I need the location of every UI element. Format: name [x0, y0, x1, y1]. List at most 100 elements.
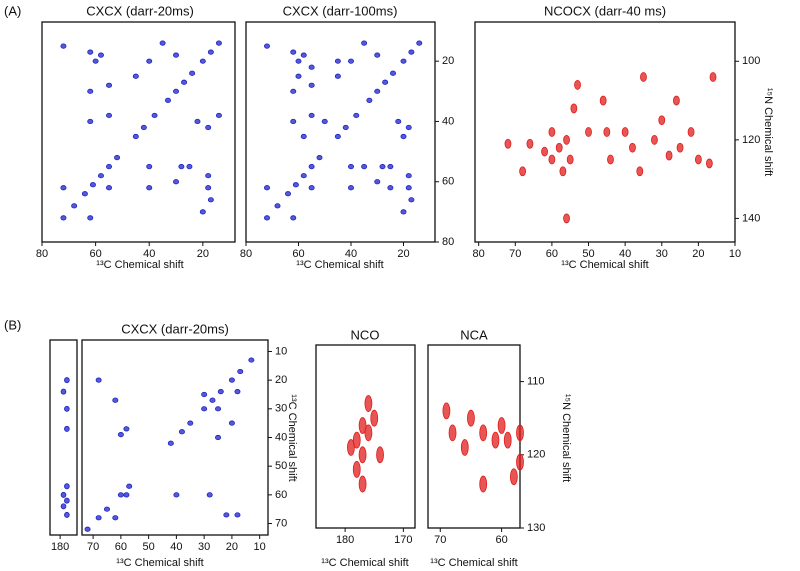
peak — [292, 182, 299, 188]
peak — [95, 377, 102, 383]
peak — [87, 215, 94, 221]
peak — [347, 164, 354, 170]
peak — [92, 58, 99, 64]
peak — [274, 203, 281, 209]
chart-title: CXCX (darr-20ms) — [121, 321, 229, 336]
peak — [387, 164, 394, 170]
peak — [548, 154, 556, 165]
peak — [370, 409, 379, 427]
peak — [167, 440, 174, 446]
y-tick-label: 30 — [275, 403, 287, 415]
peak — [694, 154, 702, 165]
peak — [352, 431, 361, 449]
peak — [448, 424, 457, 442]
peak — [60, 185, 67, 191]
peak — [173, 179, 180, 185]
y-axis-label: ¹⁵N Chemical shift — [560, 394, 572, 482]
peak — [106, 112, 113, 119]
peak — [300, 52, 307, 58]
peak — [665, 150, 673, 161]
peak — [382, 79, 389, 85]
peak — [263, 215, 270, 221]
peak — [519, 166, 527, 177]
peak — [479, 424, 488, 442]
peak — [621, 127, 629, 137]
peak — [228, 420, 235, 426]
plot-frame — [41, 21, 236, 243]
peak — [132, 73, 139, 79]
peak — [146, 164, 153, 170]
peak — [159, 40, 166, 46]
y-tick-label: 100 — [742, 55, 760, 67]
y-tick-label: 20 — [275, 374, 287, 386]
peak — [361, 164, 368, 170]
peak — [607, 154, 614, 165]
peak — [84, 526, 91, 532]
y-axis-label: ¹⁵N Chemical shift — [762, 88, 774, 176]
peak — [87, 88, 94, 94]
peak — [358, 446, 367, 464]
peak — [112, 397, 119, 403]
peak — [126, 483, 133, 489]
x-tick-label: 180 — [51, 541, 69, 553]
x-tick-label: 30 — [198, 541, 210, 553]
x-tick-label: 50 — [143, 541, 155, 553]
peak — [308, 64, 315, 70]
peak — [64, 377, 70, 384]
x-tick-label: 60 — [495, 534, 507, 546]
peak — [516, 453, 524, 471]
chart-title: NCOCX (darr-40 ms) — [544, 3, 666, 18]
peak — [199, 58, 206, 64]
peak — [308, 185, 315, 191]
peak — [334, 133, 341, 140]
y-tick-label: 60 — [442, 176, 454, 188]
peak — [106, 185, 113, 191]
peak — [574, 79, 581, 90]
x-tick-label: 50 — [582, 248, 594, 260]
peak — [559, 166, 567, 177]
peak — [60, 491, 67, 498]
peak — [112, 515, 119, 521]
peak — [173, 88, 180, 94]
peak — [295, 73, 302, 79]
peak — [97, 173, 104, 179]
peak — [81, 191, 88, 197]
peak — [374, 88, 381, 94]
peak — [548, 127, 556, 137]
peak — [178, 164, 185, 170]
peak — [358, 417, 367, 434]
peak — [263, 185, 270, 191]
y-tick-label: 140 — [742, 212, 760, 224]
peak — [342, 124, 349, 131]
x-tick-label: 80 — [473, 248, 485, 260]
peak — [491, 431, 500, 449]
x-tick-label: 60 — [115, 541, 127, 553]
x-axis-label: ¹³C Chemical shift — [296, 259, 383, 271]
peak — [400, 209, 407, 215]
peak — [173, 492, 180, 498]
peak — [215, 434, 222, 441]
peak — [541, 146, 548, 157]
x-tick-label: 170 — [394, 534, 412, 546]
peak — [194, 118, 201, 125]
peak — [209, 397, 216, 403]
peak — [526, 138, 534, 149]
y-tick-label: 60 — [275, 489, 287, 501]
peak — [234, 512, 241, 518]
peak — [199, 209, 206, 215]
peak — [237, 368, 244, 375]
peak — [146, 58, 153, 64]
x-tick-label: 60 — [292, 248, 304, 260]
peak — [585, 127, 592, 137]
x-axis-label: ¹³C Chemical shift — [96, 259, 183, 271]
x-tick-label: 70 — [87, 541, 99, 553]
x-tick-label: 40 — [143, 248, 155, 260]
peak — [60, 388, 67, 395]
peak — [316, 155, 323, 161]
x-axis-label: ¹³C Chemical shift — [321, 557, 408, 569]
peak — [705, 158, 713, 169]
peak — [64, 425, 70, 432]
y-axis-label: ¹³C Chemical shift — [286, 394, 298, 481]
peak — [205, 124, 212, 131]
peak — [405, 124, 412, 131]
